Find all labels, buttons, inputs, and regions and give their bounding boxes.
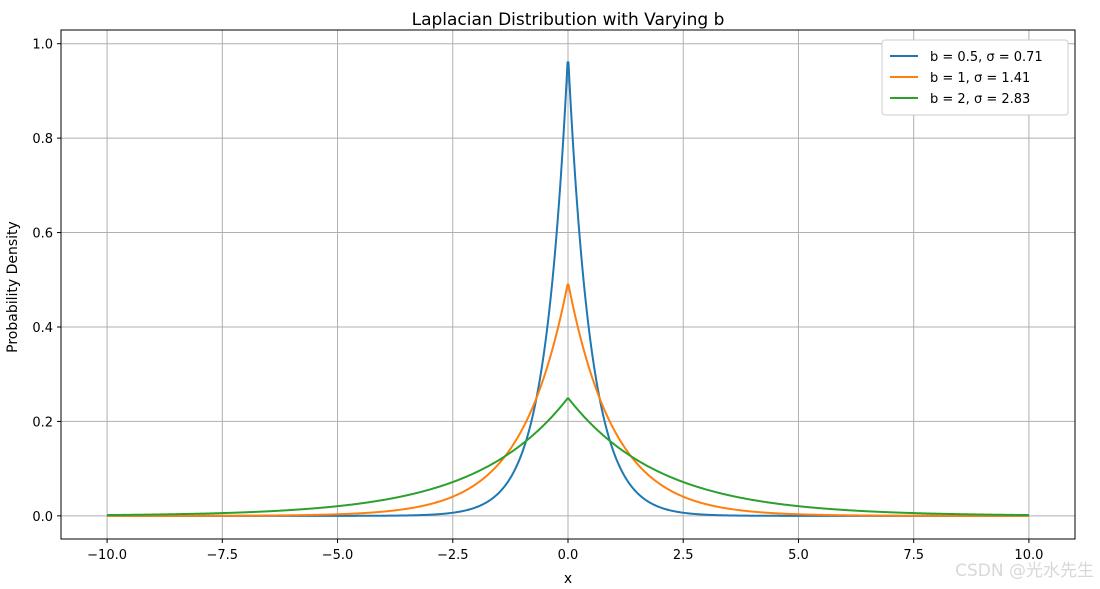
y-tick-label: 0.2 [32,415,53,430]
x-tick-label: −5.0 [322,548,354,563]
legend: b = 0.5, σ = 0.71 b = 1, σ = 1.41 b = 2, σ… [881,39,1069,116]
x-tick-label: −7.5 [207,548,239,563]
x-tick-label: 0.0 [558,548,579,563]
y-ticks: 0.0 0.2 0.4 0.6 0.8 1.0 [32,38,61,525]
y-tick-label: 0.6 [32,227,53,242]
y-tick-label: 0.8 [32,132,53,147]
x-tick-label: 5.0 [788,548,809,563]
y-axis-label: Probability Density [5,221,21,353]
x-tick-label: −10.0 [87,548,127,563]
x-tick-label: 7.5 [903,548,924,563]
x-tick-label: 10.0 [1014,548,1043,563]
x-ticks: −10.0 −7.5 −5.0 −2.5 0.0 2.5 5.0 7.5 10.0 [87,539,1043,563]
y-tick-label: 0.0 [32,510,53,525]
legend-label-1: b = 0.5, σ = 0.71 [930,50,1043,65]
series-line-3 [107,397,1029,517]
chart-title: Laplacian Distribution with Varying b [412,10,725,30]
series-lines [107,61,1029,517]
series-line-2 [107,283,1029,517]
y-tick-label: 0.4 [32,321,53,336]
x-tick-label: 2.5 [673,548,694,563]
legend-label-2: b = 1, σ = 1.41 [930,71,1030,86]
legend-label-3: b = 2, σ = 2.83 [930,92,1030,107]
y-tick-label: 1.0 [32,38,53,53]
plot-frame [60,29,1076,540]
watermark: CSDN @光水先生 [955,561,1094,581]
x-axis-label: x [564,571,572,587]
legend-box [881,39,1069,116]
x-tick-label: −2.5 [437,548,469,563]
